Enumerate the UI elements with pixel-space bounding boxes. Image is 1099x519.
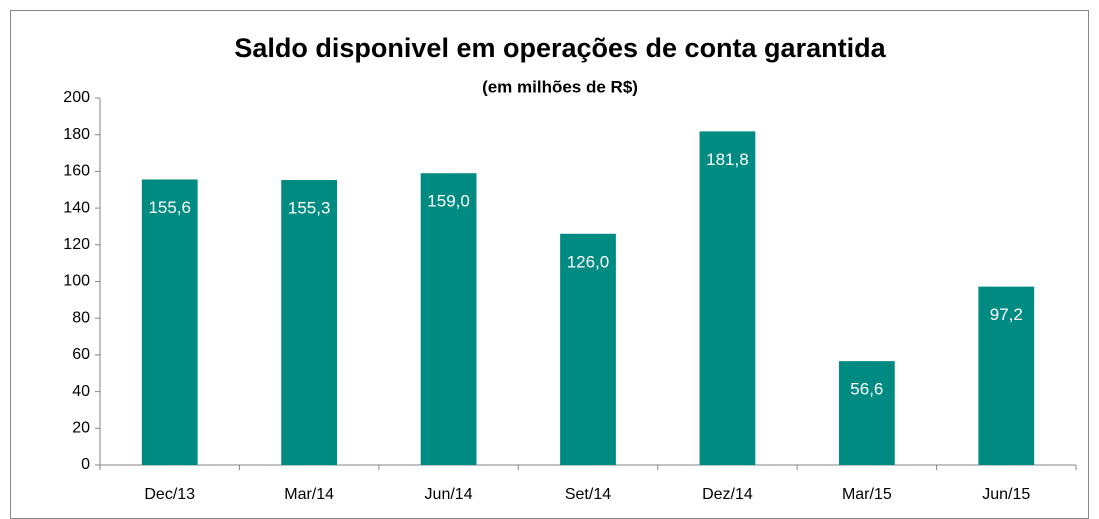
- y-tick-label: 200: [63, 89, 90, 106]
- chart-subtitle: (em milhões de R$): [482, 77, 638, 96]
- x-tick-label: Set/14: [565, 486, 611, 503]
- bar: [560, 233, 616, 465]
- value-label: 181,8: [706, 150, 749, 169]
- y-tick-label: 100: [63, 273, 90, 290]
- y-tick-label: 40: [72, 383, 90, 400]
- bar: [699, 131, 756, 465]
- value-label: 97,2: [990, 305, 1023, 324]
- value-label: 155,3: [288, 199, 331, 218]
- value-label: 56,6: [850, 380, 883, 399]
- y-tick-label: 60: [72, 346, 90, 363]
- bar: [978, 286, 1035, 465]
- x-tick-label: Jun/15: [982, 486, 1030, 503]
- bar: [281, 180, 338, 465]
- value-label: 126,0: [567, 252, 610, 271]
- chart-title: Saldo disponivel em operações de conta g…: [234, 33, 886, 63]
- y-tick-label: 160: [63, 163, 90, 180]
- value-label: 155,6: [148, 198, 191, 217]
- y-tick-label: 120: [63, 236, 90, 253]
- x-tick-label: Mar/14: [284, 486, 334, 503]
- x-tick-label: Dec/13: [144, 486, 195, 503]
- value-label: 159,0: [427, 192, 470, 211]
- y-tick-label: 0: [81, 456, 90, 473]
- bar: [141, 179, 198, 465]
- y-tick-label: 80: [72, 309, 90, 326]
- y-tick-label: 140: [63, 199, 90, 216]
- y-tick-label: 180: [63, 126, 90, 143]
- y-tick-label: 20: [72, 420, 90, 437]
- bar: [838, 361, 895, 465]
- x-tick-label: Dez/14: [702, 486, 753, 503]
- x-tick-label: Mar/15: [842, 486, 892, 503]
- bar: [420, 173, 477, 466]
- x-tick-label: Jun/14: [425, 486, 473, 503]
